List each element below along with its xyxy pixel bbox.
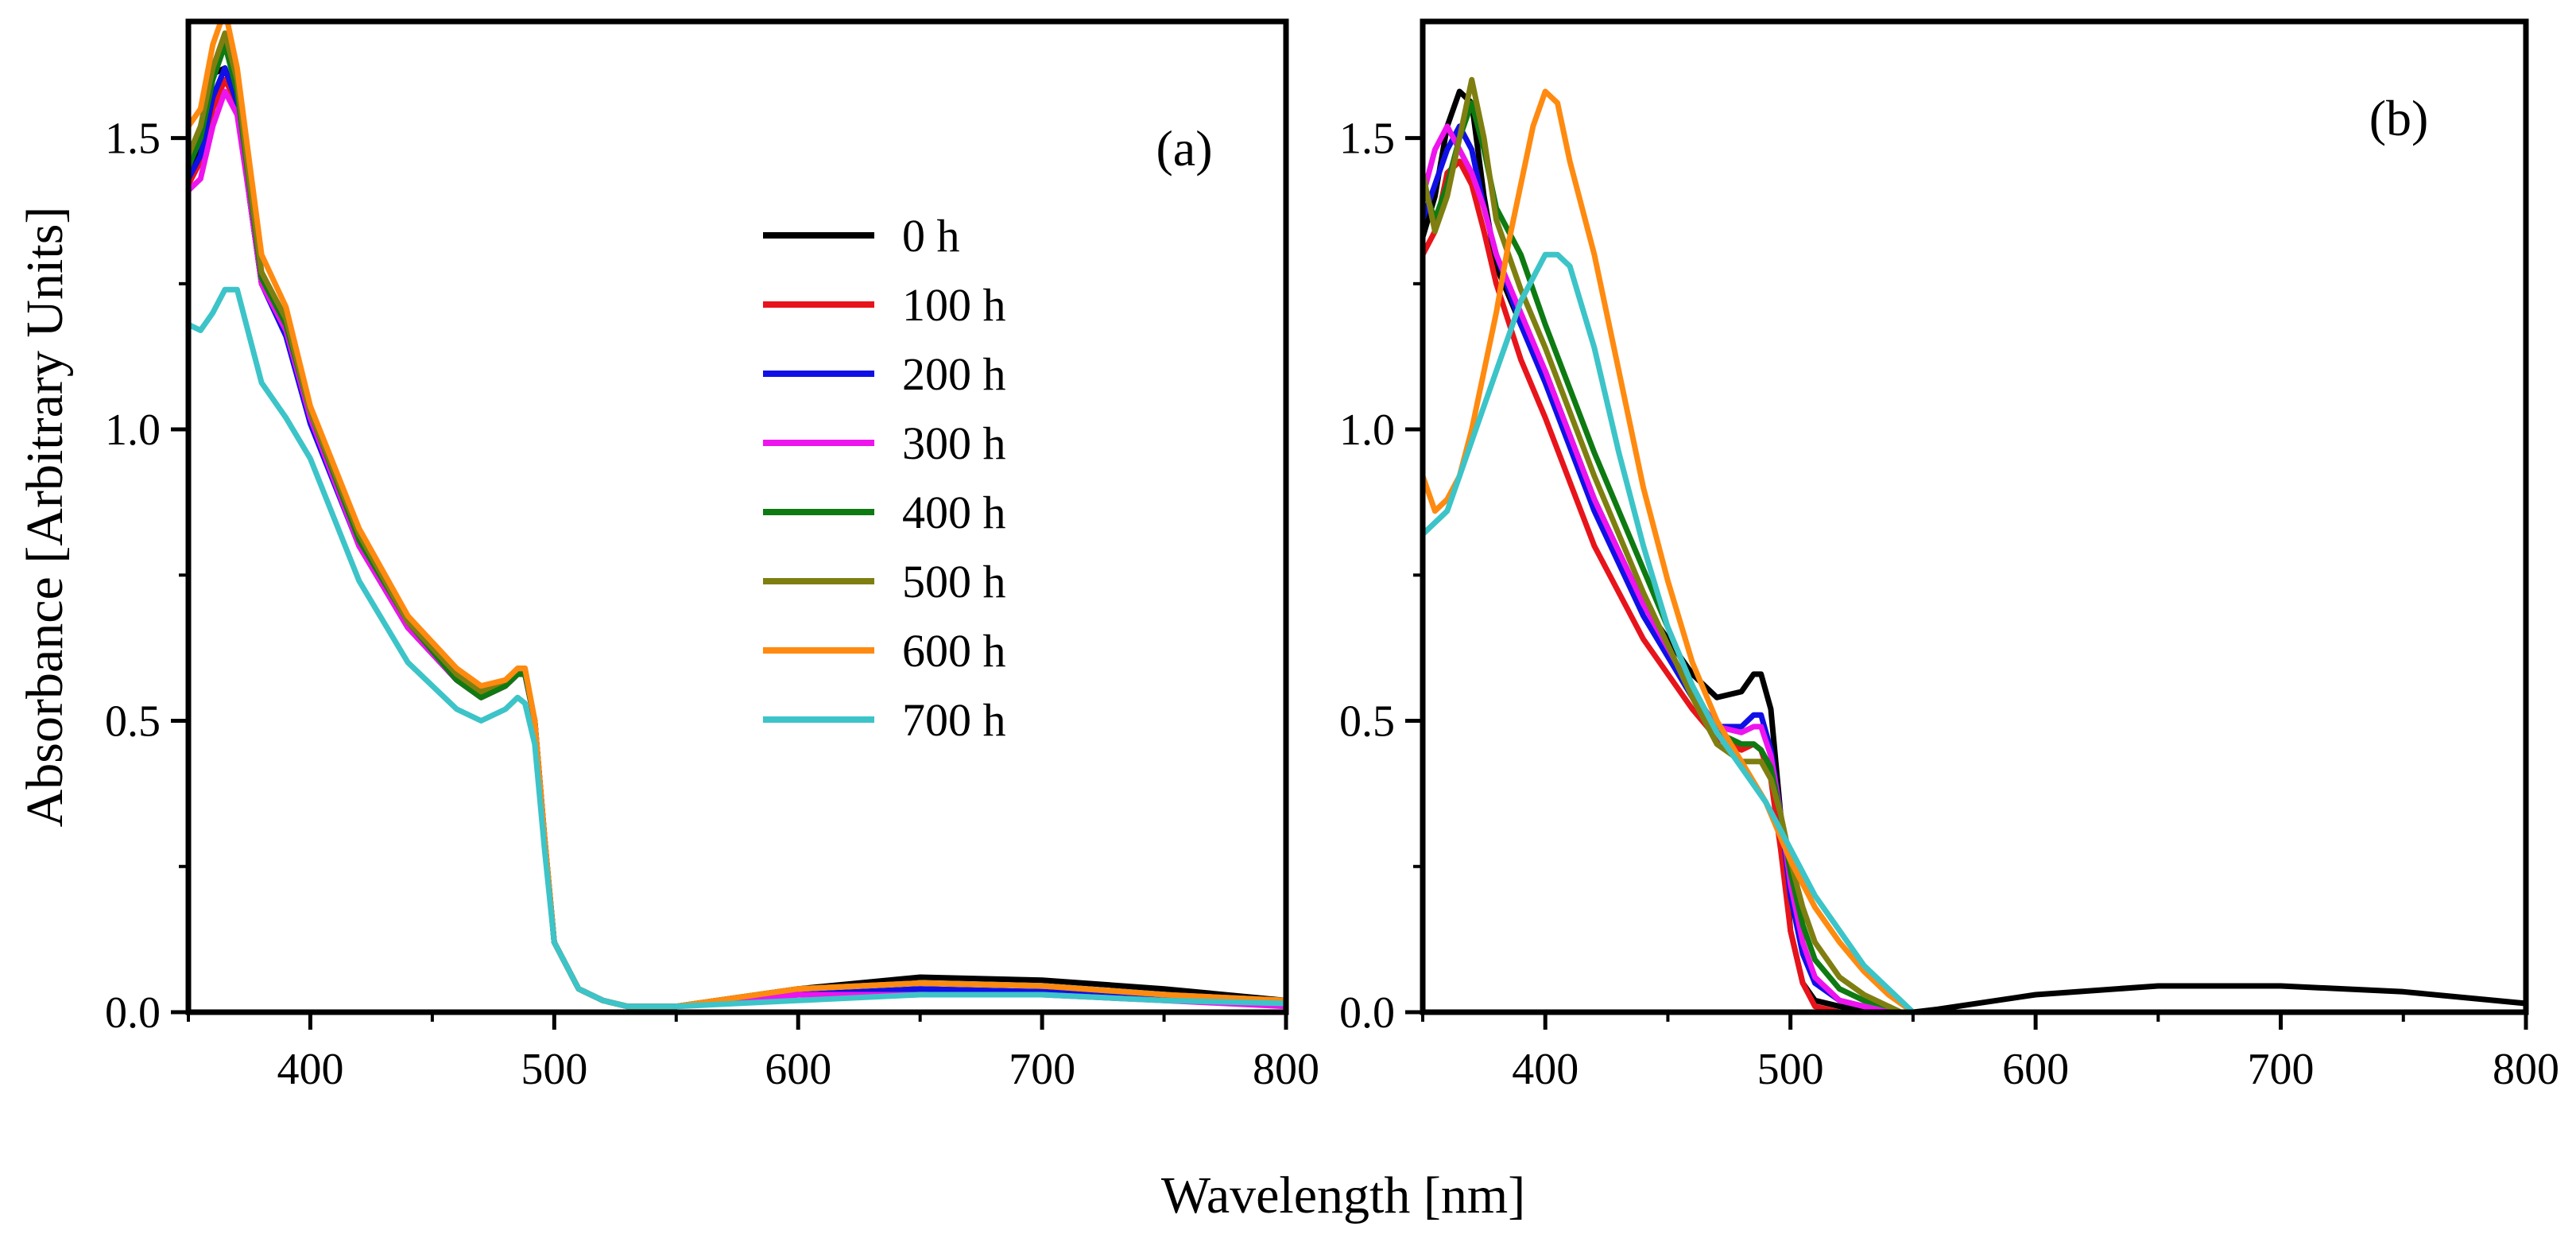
x-tick-label-a-500: 500 — [521, 1045, 587, 1094]
legend-label-100h: 100 h — [902, 279, 1006, 331]
series-line-a-700h — [188, 286, 1286, 1010]
series-line-b-600h — [1423, 88, 1916, 1012]
legend-label-600h: 600 h — [902, 625, 1006, 677]
series-line-b-700h — [1423, 251, 1916, 1012]
legend-label-500h: 500 h — [902, 556, 1006, 607]
y-tick-label-a-0.5: 0.5 — [105, 697, 161, 747]
x-tick-label-a-600: 600 — [765, 1045, 831, 1094]
ticks-b: 400 500 600 700 800 0.0 0.5 1.0 1.5 — [1339, 114, 2559, 1094]
legend-label-0h: 0 h — [902, 210, 960, 262]
panel-label-b: (b) — [2369, 90, 2429, 146]
panel-a: 400 500 600 700 800 0.0 0.5 1.0 1.5 (a) 0 h 100 h… — [105, 18, 1319, 1094]
y-tick-label-b-0.0: 0.0 — [1339, 988, 1395, 1038]
plot-area-a — [188, 21, 1286, 1010]
axes-frame-a — [185, 18, 1289, 1015]
y-tick-label-b-1.5: 1.5 — [1339, 114, 1395, 164]
axes-frame-b — [1420, 18, 2529, 1015]
series-line-b-500h — [1423, 76, 1904, 1012]
x-tick-label-a-400: 400 — [277, 1045, 343, 1094]
x-tick-label-b-700: 700 — [2248, 1045, 2315, 1094]
legend-label-700h: 700 h — [902, 694, 1006, 746]
x-tick-label-b-500: 500 — [1757, 1045, 1824, 1094]
panel-label-a: (a) — [1156, 120, 1212, 177]
y-tick-label-b-1.0: 1.0 — [1339, 406, 1395, 455]
x-axis-label: Wavelength [nm] — [1161, 1166, 1525, 1224]
legend-label-200h: 200 h — [902, 348, 1006, 400]
legend-label-400h: 400 h — [902, 487, 1006, 538]
ticks-a: 400 500 600 700 800 0.0 0.5 1.0 1.5 — [105, 114, 1319, 1094]
y-tick-label-b-0.5: 0.5 — [1339, 697, 1395, 747]
legend: 0 h 100 h 200 h 300 h 400 h 500 h 600 h 700 h — [763, 210, 1006, 746]
x-tick-label-b-400: 400 — [1512, 1045, 1579, 1094]
x-tick-label-b-600: 600 — [2002, 1045, 2069, 1094]
plot-area-b — [1423, 76, 2526, 1012]
y-tick-label-a-0.0: 0.0 — [105, 988, 161, 1038]
y-axis-label: Absorbance [Arbitrary Units] — [16, 207, 74, 828]
x-tick-label-a-800: 800 — [1253, 1045, 1319, 1094]
panel-b: 400 500 600 700 800 0.0 0.5 1.0 1.5 (b) — [1339, 18, 2559, 1094]
y-tick-label-a-1.5: 1.5 — [105, 114, 161, 164]
series-line-a-600h — [188, 21, 1286, 1010]
legend-label-300h: 300 h — [902, 417, 1006, 469]
x-tick-label-b-800: 800 — [2493, 1045, 2559, 1094]
y-tick-label-a-1.0: 1.0 — [105, 406, 161, 455]
x-tick-label-a-700: 700 — [1009, 1045, 1075, 1094]
